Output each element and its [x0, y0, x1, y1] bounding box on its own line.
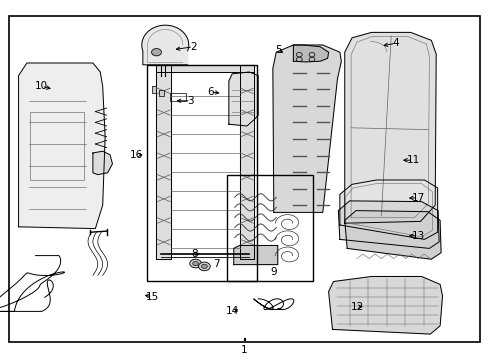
Polygon shape: [272, 45, 341, 212]
Polygon shape: [228, 72, 258, 126]
Polygon shape: [344, 211, 440, 259]
Polygon shape: [156, 65, 171, 259]
Polygon shape: [93, 151, 112, 175]
Bar: [146, 65, 256, 281]
Text: 16: 16: [130, 150, 143, 160]
Text: 12: 12: [349, 302, 363, 312]
Circle shape: [201, 264, 207, 269]
Text: 6: 6: [206, 87, 213, 97]
Bar: [227, 175, 312, 281]
Bar: [159, 90, 163, 96]
Text: 17: 17: [410, 193, 424, 203]
Circle shape: [189, 259, 201, 268]
Text: 10: 10: [35, 81, 48, 91]
Text: 14: 14: [225, 306, 239, 316]
Polygon shape: [293, 45, 328, 62]
Polygon shape: [142, 25, 188, 65]
Text: 11: 11: [406, 155, 419, 165]
Circle shape: [192, 261, 198, 266]
Bar: [170, 93, 185, 101]
Text: 5: 5: [275, 45, 282, 55]
Text: 4: 4: [392, 38, 399, 48]
Bar: [30, 112, 84, 180]
Polygon shape: [233, 246, 277, 265]
Text: 7: 7: [212, 258, 219, 269]
Polygon shape: [19, 63, 105, 229]
Circle shape: [198, 262, 210, 271]
Text: 13: 13: [410, 231, 424, 241]
Polygon shape: [344, 32, 435, 223]
Text: 9: 9: [270, 267, 277, 277]
Polygon shape: [328, 276, 442, 334]
Polygon shape: [339, 180, 437, 239]
Polygon shape: [239, 65, 254, 259]
Text: 1: 1: [241, 345, 247, 355]
Bar: [151, 86, 156, 93]
Polygon shape: [338, 201, 438, 248]
Circle shape: [151, 49, 161, 56]
Text: 8: 8: [191, 249, 198, 259]
Text: 3: 3: [187, 96, 194, 106]
Polygon shape: [156, 65, 254, 72]
Text: 15: 15: [145, 292, 159, 302]
Text: 2: 2: [189, 42, 196, 52]
